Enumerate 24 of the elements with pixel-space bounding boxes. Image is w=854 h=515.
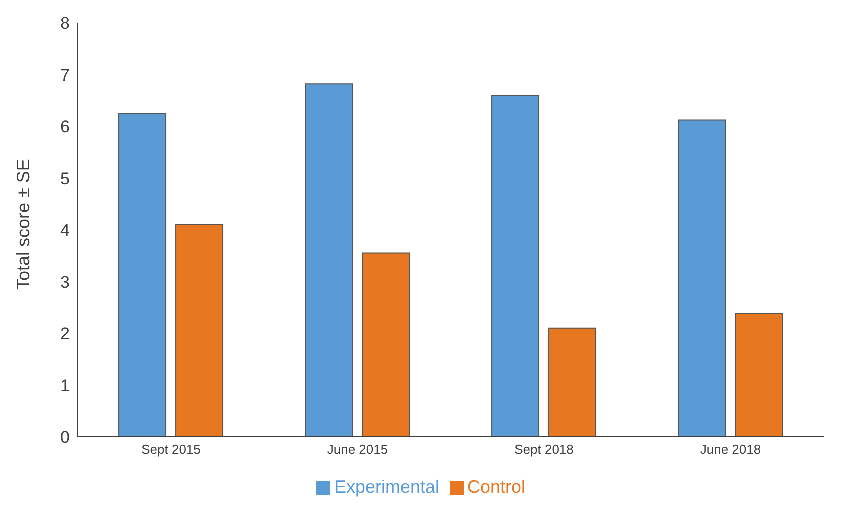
y-tick-label: 2 bbox=[60, 324, 70, 344]
bar bbox=[492, 94, 540, 437]
legend-label: Experimental bbox=[334, 477, 440, 497]
x-tick-label: Sept 2018 bbox=[514, 442, 574, 458]
bar bbox=[362, 252, 410, 437]
bar bbox=[305, 84, 354, 437]
y-tick-label: 3 bbox=[60, 272, 70, 292]
x-tick-label: June 2018 bbox=[700, 442, 762, 458]
x-tick-label: Sept 2015 bbox=[142, 442, 201, 458]
y-tick-label: 4 bbox=[60, 221, 70, 240]
y-tick-label: 6 bbox=[60, 118, 70, 137]
bar bbox=[678, 120, 726, 437]
y-tick-label: 0 bbox=[60, 428, 70, 448]
bar bbox=[176, 224, 224, 437]
bar bbox=[118, 113, 167, 437]
y-tick-label: 7 bbox=[60, 66, 70, 85]
legend-label: Control bbox=[468, 477, 526, 497]
x-tick-label: June 2015 bbox=[327, 442, 388, 458]
y-tick-label: 8 bbox=[60, 14, 70, 34]
y-tick-label: 5 bbox=[60, 169, 70, 188]
bar bbox=[735, 313, 784, 437]
y-tick-label: 1 bbox=[60, 376, 70, 396]
y-axis-title: Total score ± SE bbox=[13, 159, 34, 290]
bar bbox=[548, 328, 597, 437]
